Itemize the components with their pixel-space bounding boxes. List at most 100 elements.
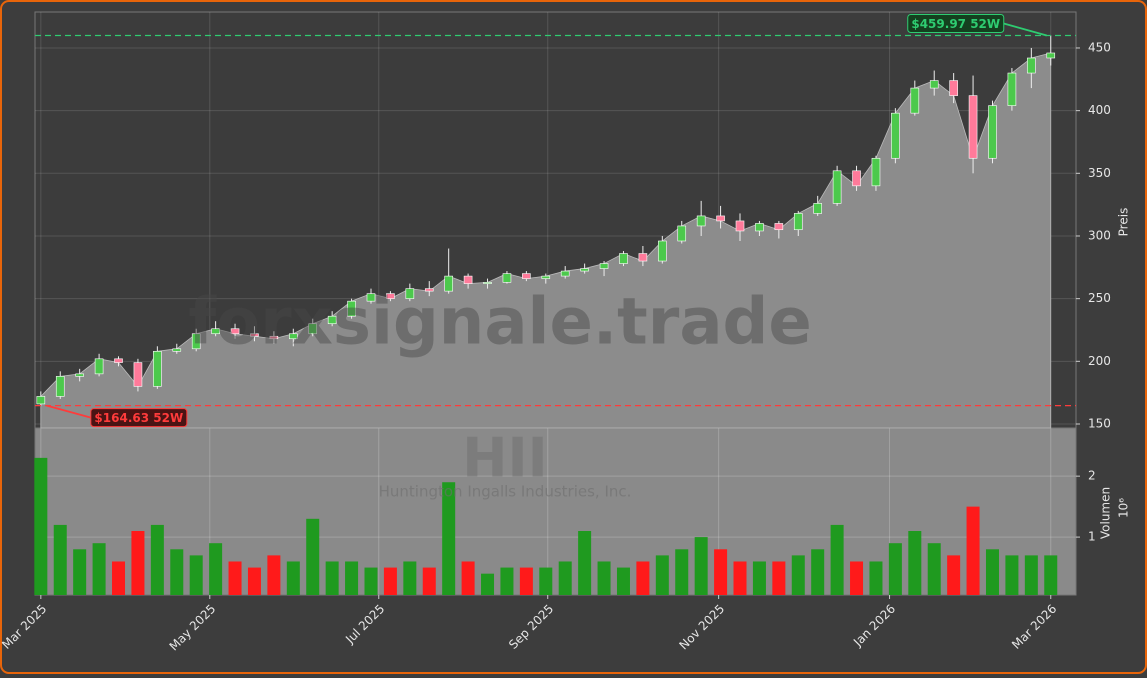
- volume-bar: [403, 561, 417, 595]
- volume-bar: [985, 549, 999, 595]
- candle-body: [502, 273, 512, 283]
- volume-bar: [519, 567, 533, 595]
- candle-body: [541, 275, 551, 279]
- chart-title: HII: [462, 427, 547, 490]
- candle-body: [522, 273, 531, 279]
- candle-body: [638, 253, 648, 262]
- y-tick-label: 400: [1088, 103, 1111, 117]
- volume-bar: [112, 561, 126, 595]
- candle-body: [444, 275, 453, 292]
- volume-bar: [655, 555, 669, 595]
- y-tick-label: 1: [1088, 530, 1096, 544]
- volume-bar: [616, 567, 630, 595]
- volume-bar: [422, 567, 436, 595]
- candle-body: [463, 275, 473, 284]
- candle-body: [560, 270, 570, 277]
- volume-bar: [286, 561, 300, 595]
- candle-body: [774, 223, 784, 231]
- candle-body: [211, 328, 220, 335]
- volume-bar: [927, 543, 941, 595]
- chart-subtitle: Huntington Ingalls Industries, Inc.: [379, 483, 632, 501]
- candle-body: [172, 348, 182, 352]
- volume-bar: [131, 531, 145, 595]
- volume-bar: [345, 561, 359, 595]
- candle-body: [949, 80, 958, 96]
- volume-bar: [481, 573, 495, 595]
- volume-bar: [189, 555, 203, 595]
- candle-body: [424, 288, 434, 292]
- candle-body: [755, 223, 764, 232]
- candle-body: [793, 213, 803, 231]
- candle-body: [289, 333, 298, 340]
- volume-bar: [228, 561, 242, 595]
- volume-bar: [267, 555, 281, 595]
- volume-bar: [578, 531, 592, 595]
- volume-bar: [791, 555, 805, 595]
- candle-body: [250, 333, 259, 337]
- volume-bar: [247, 567, 261, 595]
- volume-bar: [92, 543, 106, 595]
- candle-body: [269, 335, 279, 340]
- y-tick-label: 200: [1088, 354, 1111, 368]
- volume-bar: [539, 567, 553, 595]
- volume-bar: [597, 561, 611, 595]
- candle-body: [580, 268, 589, 272]
- volume-axis-label: Volumen: [1099, 487, 1113, 539]
- y-tick-label: 2: [1088, 469, 1096, 483]
- y-tick-label: 350: [1088, 166, 1111, 180]
- candle-body: [658, 240, 667, 262]
- volume-bar: [170, 549, 184, 595]
- volume-bar: [675, 549, 689, 595]
- candle-body: [94, 358, 104, 375]
- candle-body: [133, 362, 143, 387]
- candle-body: [347, 300, 356, 317]
- candle-body: [929, 80, 939, 89]
- candle-body: [696, 215, 706, 227]
- candle-body: [832, 170, 842, 204]
- candle-body: [327, 315, 337, 325]
- candle-body: [483, 282, 492, 284]
- candle-body: [677, 225, 687, 242]
- candle-body: [308, 323, 318, 335]
- volume-bar: [966, 506, 980, 595]
- volume-bar: [772, 561, 786, 595]
- candle-body: [75, 373, 84, 377]
- volume-bar: [500, 567, 514, 595]
- volume-bar: [73, 549, 87, 595]
- candle-body: [735, 220, 745, 232]
- volume-bar: [209, 543, 223, 595]
- y-axis-label: Preis: [1117, 208, 1131, 237]
- y-tick-label: 450: [1088, 40, 1111, 54]
- watermark: forxsignale.trade: [188, 286, 811, 360]
- annotation-arrow: [1003, 22, 1047, 37]
- candle-body: [386, 293, 395, 299]
- annotation-label: $164.63 52W: [94, 411, 183, 425]
- volume-bar: [461, 561, 475, 595]
- volume-bar: [811, 549, 825, 595]
- candle-body: [891, 112, 900, 159]
- volume-bar: [325, 561, 339, 595]
- volume-bar: [830, 524, 844, 595]
- candle-body: [230, 328, 240, 335]
- annotation-label: $459.97 52W: [911, 17, 1000, 31]
- candle-body: [619, 253, 628, 264]
- candle-body: [114, 358, 123, 363]
- volume-bar: [1044, 555, 1058, 595]
- candle-body: [813, 203, 822, 214]
- candle-body: [988, 105, 997, 159]
- volume-bar: [908, 531, 922, 595]
- candle-body: [1027, 57, 1036, 74]
- candle-body: [1007, 72, 1017, 106]
- volume-offset-label: 10⁶: [1117, 498, 1131, 518]
- candle-body: [852, 170, 861, 187]
- candle-body: [55, 376, 65, 397]
- volume-bar: [1005, 555, 1019, 595]
- volume-bar: [442, 482, 456, 595]
- volume-bar: [364, 567, 378, 595]
- volume-bar: [869, 561, 883, 595]
- candle-body: [36, 396, 46, 405]
- volume-bar: [714, 549, 728, 595]
- candle-body: [1046, 52, 1056, 59]
- volume-bar: [694, 537, 708, 595]
- volume-bar: [383, 567, 397, 595]
